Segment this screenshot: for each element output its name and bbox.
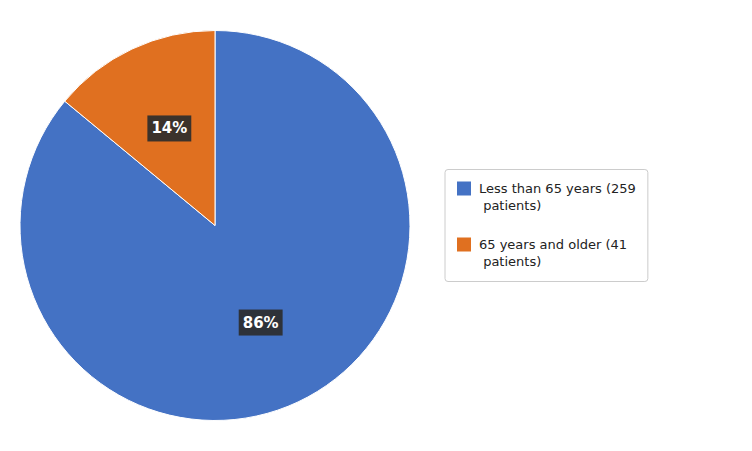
- legend: Less than 65 years (259 patients) 65 year…: [445, 170, 648, 282]
- legend-swatch: [457, 238, 471, 252]
- slice: [65, 31, 215, 226]
- pie: [20, 31, 410, 421]
- legend-label: Less than 65 years (259 patients): [479, 181, 636, 213]
- chart: 86% 14% Less than 65 years (259 patients) 6…: [0, 0, 752, 451]
- data-label: 86%: [243, 314, 279, 332]
- legend-swatch: [457, 182, 471, 196]
- data-label-group: 14%: [147, 115, 191, 141]
- data-label: 14%: [151, 119, 187, 137]
- data-label-box: [239, 310, 283, 336]
- legend-entry: Less than 65 years (259 patients): [457, 181, 636, 213]
- legend-frame: [445, 170, 648, 282]
- data-label-box: [147, 115, 191, 141]
- data-labels: 86% 14%: [147, 115, 282, 335]
- slice: [20, 31, 410, 421]
- legend-entries: Less than 65 years (259 patients) 65 year…: [457, 181, 636, 269]
- data-label-group: 86%: [239, 310, 283, 336]
- legend-entry: 65 years and older (41 patients): [457, 237, 627, 269]
- legend-label: 65 years and older (41 patients): [479, 237, 627, 269]
